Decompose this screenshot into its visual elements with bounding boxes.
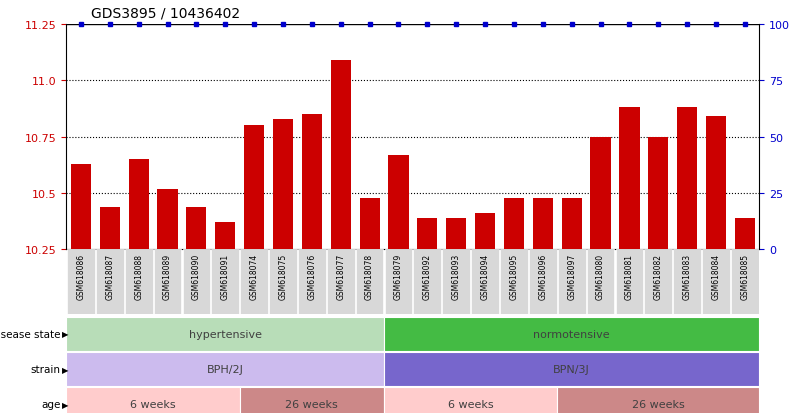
FancyBboxPatch shape bbox=[67, 250, 95, 314]
FancyBboxPatch shape bbox=[154, 250, 181, 314]
FancyBboxPatch shape bbox=[384, 317, 759, 351]
FancyBboxPatch shape bbox=[557, 250, 586, 314]
FancyBboxPatch shape bbox=[269, 250, 297, 314]
Bar bbox=[302, 115, 322, 250]
FancyBboxPatch shape bbox=[66, 387, 239, 413]
Text: GSM618093: GSM618093 bbox=[452, 253, 461, 299]
Text: GSM618091: GSM618091 bbox=[221, 253, 230, 299]
Bar bbox=[590, 138, 610, 250]
FancyBboxPatch shape bbox=[413, 250, 441, 314]
FancyBboxPatch shape bbox=[240, 250, 268, 314]
Bar bbox=[388, 155, 409, 250]
Bar bbox=[648, 138, 668, 250]
Bar bbox=[446, 218, 466, 250]
FancyBboxPatch shape bbox=[557, 387, 759, 413]
Bar bbox=[533, 198, 553, 250]
FancyBboxPatch shape bbox=[702, 250, 730, 314]
Text: GSM618094: GSM618094 bbox=[481, 253, 489, 299]
FancyBboxPatch shape bbox=[239, 387, 384, 413]
FancyBboxPatch shape bbox=[211, 250, 239, 314]
Text: 26 weeks: 26 weeks bbox=[632, 399, 685, 409]
Bar bbox=[331, 61, 351, 250]
FancyBboxPatch shape bbox=[529, 250, 557, 314]
FancyBboxPatch shape bbox=[66, 352, 384, 386]
Bar bbox=[475, 214, 495, 250]
FancyBboxPatch shape bbox=[616, 250, 643, 314]
FancyBboxPatch shape bbox=[645, 250, 672, 314]
Text: GSM618080: GSM618080 bbox=[596, 253, 605, 299]
FancyBboxPatch shape bbox=[125, 250, 152, 314]
Text: 6 weeks: 6 weeks bbox=[131, 399, 176, 409]
Bar bbox=[244, 126, 264, 250]
FancyBboxPatch shape bbox=[327, 250, 355, 314]
Text: GSM618089: GSM618089 bbox=[163, 253, 172, 299]
Bar bbox=[70, 164, 91, 250]
Bar bbox=[417, 218, 437, 250]
FancyBboxPatch shape bbox=[66, 317, 384, 351]
Text: GSM618077: GSM618077 bbox=[336, 253, 345, 299]
Text: BPN/3J: BPN/3J bbox=[553, 364, 590, 374]
Text: GSM618081: GSM618081 bbox=[625, 253, 634, 299]
Text: GSM618092: GSM618092 bbox=[423, 253, 432, 299]
Text: GSM618084: GSM618084 bbox=[711, 253, 721, 299]
FancyBboxPatch shape bbox=[674, 250, 701, 314]
Bar bbox=[735, 218, 755, 250]
Bar bbox=[706, 117, 727, 250]
Text: GSM618082: GSM618082 bbox=[654, 253, 662, 299]
Text: GDS3895 / 10436402: GDS3895 / 10436402 bbox=[91, 7, 239, 21]
Text: GSM618076: GSM618076 bbox=[308, 253, 316, 299]
Text: GSM618079: GSM618079 bbox=[394, 253, 403, 299]
Bar bbox=[215, 223, 235, 250]
FancyBboxPatch shape bbox=[471, 250, 499, 314]
FancyBboxPatch shape bbox=[442, 250, 470, 314]
FancyBboxPatch shape bbox=[356, 250, 384, 314]
FancyBboxPatch shape bbox=[731, 250, 759, 314]
Text: disease state: disease state bbox=[0, 329, 61, 339]
Bar bbox=[562, 198, 582, 250]
Text: GSM618074: GSM618074 bbox=[250, 253, 259, 299]
Text: 6 weeks: 6 weeks bbox=[448, 399, 493, 409]
FancyBboxPatch shape bbox=[500, 250, 528, 314]
Text: GSM618096: GSM618096 bbox=[538, 253, 547, 299]
FancyBboxPatch shape bbox=[298, 250, 326, 314]
FancyBboxPatch shape bbox=[384, 352, 759, 386]
Bar bbox=[187, 207, 207, 250]
Text: hypertensive: hypertensive bbox=[189, 329, 262, 339]
Text: GSM618097: GSM618097 bbox=[567, 253, 576, 299]
FancyBboxPatch shape bbox=[183, 250, 210, 314]
FancyBboxPatch shape bbox=[384, 387, 557, 413]
Text: ▶: ▶ bbox=[62, 330, 69, 339]
Bar bbox=[99, 207, 120, 250]
Text: strain: strain bbox=[31, 364, 61, 374]
Text: GSM618078: GSM618078 bbox=[365, 253, 374, 299]
Bar bbox=[677, 108, 698, 250]
Text: GSM618085: GSM618085 bbox=[740, 253, 750, 299]
Text: GSM618083: GSM618083 bbox=[682, 253, 692, 299]
FancyBboxPatch shape bbox=[384, 250, 413, 314]
Bar bbox=[273, 119, 293, 250]
Text: GSM618088: GSM618088 bbox=[134, 253, 143, 299]
Text: GSM618086: GSM618086 bbox=[76, 253, 86, 299]
Text: GSM618090: GSM618090 bbox=[192, 253, 201, 299]
Text: 26 weeks: 26 weeks bbox=[285, 399, 338, 409]
Text: GSM618087: GSM618087 bbox=[105, 253, 115, 299]
FancyBboxPatch shape bbox=[586, 250, 614, 314]
Text: normotensive: normotensive bbox=[533, 329, 610, 339]
Text: BPH/2J: BPH/2J bbox=[207, 364, 244, 374]
Text: GSM618095: GSM618095 bbox=[509, 253, 518, 299]
Text: ▶: ▶ bbox=[62, 400, 69, 409]
Bar bbox=[158, 189, 178, 250]
Text: GSM618075: GSM618075 bbox=[279, 253, 288, 299]
FancyBboxPatch shape bbox=[96, 250, 123, 314]
Bar bbox=[619, 108, 639, 250]
Text: ▶: ▶ bbox=[62, 365, 69, 374]
Bar bbox=[128, 160, 149, 250]
Text: age: age bbox=[42, 399, 61, 409]
Bar bbox=[504, 198, 524, 250]
Bar bbox=[360, 198, 380, 250]
